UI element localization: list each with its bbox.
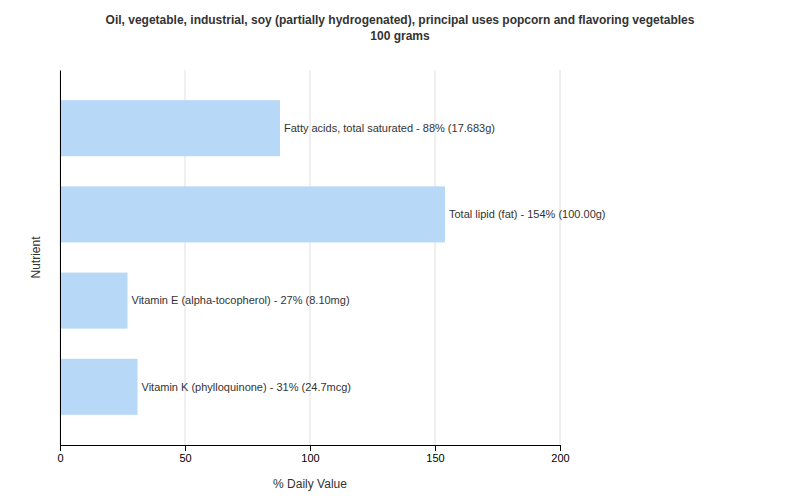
x-tick-label: 0: [57, 452, 63, 464]
x-tick-mark: [60, 445, 61, 451]
bar: [60, 186, 445, 242]
data-label: Vitamin K (phylloquinone) - 31% (24.7mcg…: [142, 381, 352, 393]
chart: 0 50 100 150 200 Vitamin K (phylloquinone) - …: [0, 0, 800, 500]
bar: [60, 359, 138, 415]
title-line: 100 grams: [370, 29, 430, 43]
bars: [60, 100, 445, 415]
x-tick: 0: [57, 445, 63, 464]
data-label: Vitamin E (alpha-tocopherol) - 27% (8.10…: [132, 294, 350, 306]
data-label: Total lipid (fat) - 154% (100.00g): [449, 208, 606, 220]
x-tick-mark: [310, 445, 311, 451]
x-axis: 0 50 100 150 200: [57, 445, 569, 464]
x-tick: 50: [179, 445, 191, 464]
x-tick-mark: [435, 445, 436, 451]
x-axis-title: % Daily Value: [273, 477, 347, 491]
title-line: Oil, vegetable, industrial, soy (partial…: [106, 13, 695, 27]
x-tick-mark: [185, 445, 186, 451]
plot: 0 50 100 150 200 Vitamin K (phylloquinone) - …: [57, 70, 605, 464]
x-axis-line: [61, 446, 561, 452]
x-tick-label: 200: [551, 452, 569, 464]
x-tick-mark: [560, 445, 561, 451]
y-axis-title: Nutrient: [29, 236, 43, 279]
y-axis: [60, 71, 61, 446]
bar: [60, 100, 280, 156]
data-label: Fatty acids, total saturated - 88% (17.6…: [284, 122, 495, 134]
grid-line: [560, 70, 561, 445]
x-tick-label: 100: [301, 452, 319, 464]
x-tick-label: 50: [179, 452, 191, 464]
grid-line: [60, 70, 61, 445]
x-tick: 100: [301, 445, 319, 464]
bar: [60, 273, 128, 329]
x-tick: 200: [551, 445, 569, 464]
grid: [60, 70, 560, 445]
x-tick-label: 150: [426, 452, 444, 464]
x-tick: 150: [426, 445, 444, 464]
data-labels: Vitamin K (phylloquinone) - 31% (24.7mcg…: [132, 122, 606, 393]
y-axis-line: [60, 71, 61, 446]
title: Oil, vegetable, industrial, soy (partial…: [106, 13, 695, 43]
